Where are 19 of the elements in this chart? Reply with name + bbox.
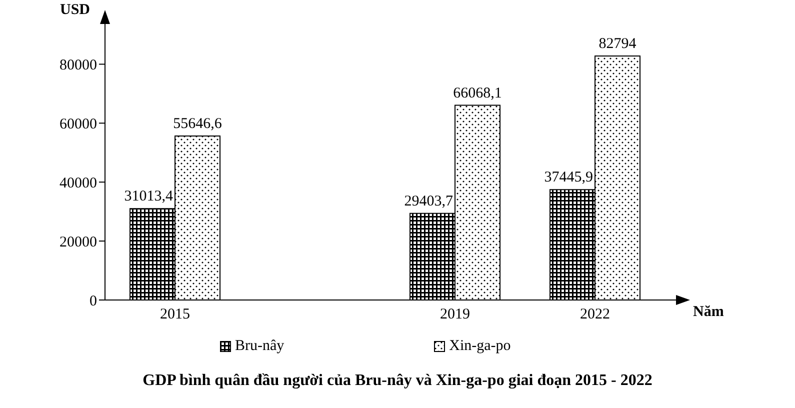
legend-label: Xin-ga-po [449, 338, 511, 355]
data-label: 37445,9 [544, 170, 593, 186]
y-tick-label: 60000 [60, 116, 97, 132]
data-label: 55646,6 [173, 116, 222, 132]
x-tick-label: 2022 [580, 306, 610, 323]
x-tick-label: 2019 [440, 306, 470, 323]
y-tick-label: 40000 [60, 175, 97, 192]
y-tick-label: 0 [90, 293, 97, 310]
data-label: 31013,4 [124, 188, 174, 205]
data-label: 29403,7 [404, 193, 454, 210]
y-tick-label: 20000 [60, 234, 97, 250]
y-axis-title: USD [60, 2, 90, 19]
x-axis-title: Năm [693, 304, 724, 321]
text: GDP bình quân đầu người của Bru-nây và Xin-ga-po giai đoạn 2015 - 2022 [142, 372, 654, 390]
data-label: 66068,1 [453, 85, 502, 102]
legend-label: Bru-nây [235, 338, 284, 355]
y-tick-label: 80000 [60, 58, 97, 74]
data-label: 82794 [598, 36, 637, 52]
x-tick-label: 2015 [160, 306, 190, 323]
